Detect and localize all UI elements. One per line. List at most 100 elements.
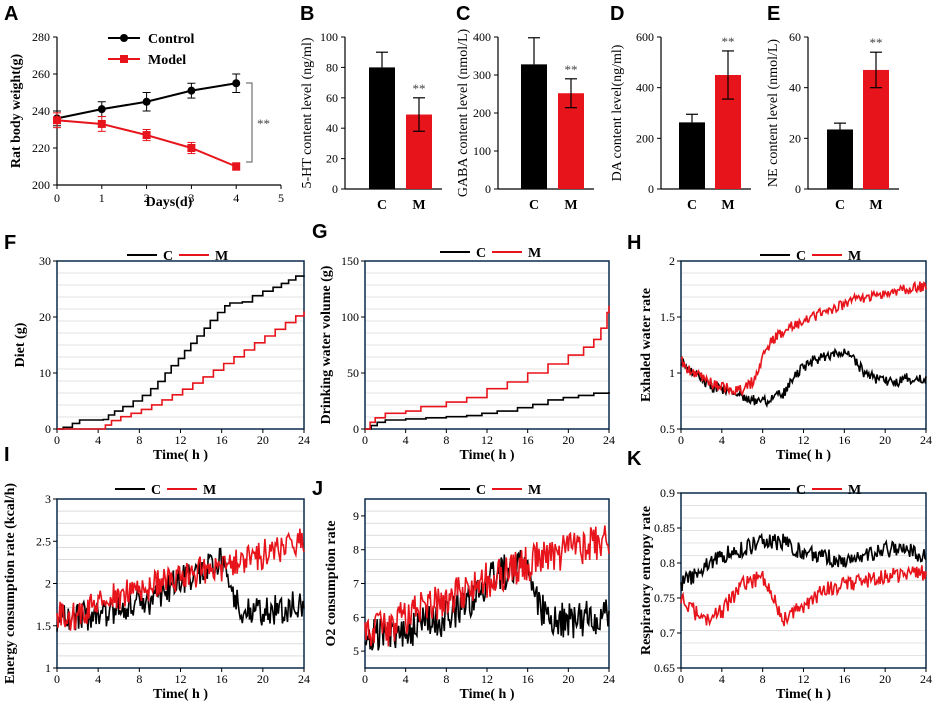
significance-mark-a: ** bbox=[257, 116, 270, 131]
legend-label-c: C bbox=[796, 483, 806, 498]
legend-label-control: Control bbox=[148, 32, 195, 47]
legend-label-c: C bbox=[151, 483, 161, 498]
x-tick-label-m: M bbox=[412, 198, 425, 213]
data-point-control bbox=[187, 86, 196, 95]
panel-label-b: B bbox=[300, 3, 314, 25]
panel-i: I 1 1.5 2 2.5 3 0 4 8 12 16 20 24 C M Time( h ) Energy c… bbox=[3, 444, 310, 702]
x-axis-label-f: Time( h ) bbox=[153, 448, 208, 463]
x-axis-label-g: Time( h ) bbox=[460, 448, 515, 463]
x-tick-label-f: 0 bbox=[54, 433, 60, 447]
panel-a: A 200 220 240 260 280 0 1 2 3 4 5 Control Model **… bbox=[4, 3, 284, 210]
panel-label-c: C bbox=[456, 3, 470, 25]
panel-label-g: G bbox=[312, 221, 328, 243]
y-tick-label-i: 1 bbox=[45, 661, 51, 675]
y-tick-label-f: 10 bbox=[39, 366, 51, 380]
y-tick-label-e: 0 bbox=[795, 182, 801, 196]
legend-label-c: C bbox=[796, 249, 806, 264]
x-tick-label-c: C bbox=[687, 198, 697, 213]
series-line-m bbox=[680, 280, 927, 397]
significance-mark-b: ** bbox=[413, 81, 426, 96]
y-tick-label-b: 20 bbox=[326, 152, 338, 166]
x-axis-label-a: Days(d) bbox=[146, 195, 193, 210]
y-tick-label-f: 0 bbox=[45, 422, 51, 436]
x-tick-label-k: 12 bbox=[798, 672, 810, 686]
panel-label-e: E bbox=[767, 3, 780, 25]
y-tick-label-k: 0.75 bbox=[654, 591, 675, 605]
data-point-control bbox=[142, 97, 151, 106]
x-axis-label-k: Time( h ) bbox=[776, 687, 831, 702]
x-tick-label-a: 3 bbox=[188, 191, 194, 205]
x-tick-label-i: 0 bbox=[54, 672, 60, 686]
panel-label-k: K bbox=[627, 448, 642, 470]
x-tick-label-m: M bbox=[564, 198, 577, 213]
y-tick-label-a: 200 bbox=[32, 178, 50, 192]
y-tick-label-k: 0.65 bbox=[654, 661, 675, 675]
x-tick-label-f: 20 bbox=[257, 433, 269, 447]
y-tick-label-f: 30 bbox=[39, 254, 51, 268]
x-tick-label-a: 1 bbox=[99, 191, 105, 205]
x-tick-label-c: C bbox=[835, 198, 845, 213]
y-tick-label-c: 200 bbox=[473, 106, 491, 120]
panel-k: K 0.65 0.7 0.75 0.8 0.85 0.9 0 4 8 12 16 20 24 C M Time(… bbox=[627, 448, 932, 702]
y-tick-label-h: 2 bbox=[669, 254, 675, 268]
panel-label-f: F bbox=[4, 232, 16, 254]
series-line-c bbox=[680, 347, 927, 408]
series-line-c bbox=[364, 549, 610, 651]
y-axis-label-j: O2 consumption rate bbox=[324, 521, 339, 647]
x-tick-label-f: 16 bbox=[216, 433, 228, 447]
series-line-c bbox=[365, 392, 610, 430]
y-tick-label-a: 260 bbox=[32, 67, 50, 81]
y-tick-label-k: 0.85 bbox=[654, 521, 675, 535]
x-tick-label-j: 4 bbox=[403, 672, 409, 686]
panel-label-i: I bbox=[4, 444, 10, 466]
x-tick-label-f: 8 bbox=[136, 433, 142, 447]
bar-m bbox=[558, 93, 584, 189]
x-tick-label-a: 4 bbox=[233, 191, 239, 205]
y-axis-label-b: 5-HT content level (ng/ml) bbox=[300, 37, 315, 188]
y-tick-label-b: 40 bbox=[326, 121, 338, 135]
series-line-c bbox=[56, 547, 305, 632]
x-tick-label-k: 20 bbox=[879, 672, 891, 686]
x-tick-label-h: 16 bbox=[838, 433, 850, 447]
x-tick-label-j: 12 bbox=[481, 672, 493, 686]
legend-label-model: Model bbox=[148, 53, 186, 68]
y-tick-label-d: 400 bbox=[636, 81, 654, 95]
significance-mark-d: ** bbox=[722, 34, 735, 49]
x-tick-label-k: 4 bbox=[719, 672, 725, 686]
x-tick-label-a: 0 bbox=[54, 191, 60, 205]
x-tick-label-i: 8 bbox=[136, 672, 142, 686]
series-line-model bbox=[56, 119, 237, 168]
x-tick-label-g: 16 bbox=[522, 433, 534, 447]
x-tick-label-j: 24 bbox=[603, 672, 615, 686]
y-axis-label-d: DA content level(ng/ml) bbox=[610, 44, 625, 181]
y-axis-label-g: Drinking water volume (g) bbox=[319, 265, 334, 424]
legend-marker-model bbox=[120, 55, 128, 63]
x-tick-label-i: 24 bbox=[298, 672, 310, 686]
y-tick-label-e: 40 bbox=[789, 81, 801, 95]
y-tick-label-i: 2.5 bbox=[36, 534, 51, 548]
series-line-c bbox=[57, 275, 305, 430]
y-axis-label-f: Diet (g) bbox=[13, 322, 28, 367]
bar-c bbox=[521, 64, 547, 189]
y-tick-label-a: 240 bbox=[32, 104, 50, 118]
y-tick-label-h: 1 bbox=[669, 366, 675, 380]
y-tick-label-c: 100 bbox=[473, 144, 491, 158]
y-tick-label-j: 9 bbox=[353, 509, 359, 523]
panel-e: E 0 20 40 60 C ** M NE content level (nmol/L) bbox=[766, 3, 899, 213]
bar-c bbox=[679, 122, 705, 189]
x-tick-label-m: M bbox=[869, 198, 882, 213]
legend-label-c: C bbox=[163, 249, 173, 264]
y-axis-label-e: NE content level (nmol/L) bbox=[766, 39, 781, 187]
panel-label-h: H bbox=[627, 232, 641, 254]
bar-c bbox=[369, 67, 395, 189]
x-axis-label-i: Time( h ) bbox=[153, 687, 208, 702]
significance-mark-e: ** bbox=[870, 35, 883, 50]
panel-f: F 0 10 20 30 0 4 8 12 16 20 24 C M Time( h ) Diet (g) bbox=[4, 232, 310, 463]
y-tick-label-e: 20 bbox=[789, 131, 801, 145]
series-line-m bbox=[364, 525, 610, 647]
data-point-model bbox=[232, 162, 241, 171]
x-axis-label-j: Time( h ) bbox=[460, 687, 515, 702]
x-tick-label-j: 0 bbox=[362, 672, 368, 686]
y-tick-label-b: 0 bbox=[332, 182, 338, 196]
x-tick-label-h: 24 bbox=[920, 433, 932, 447]
